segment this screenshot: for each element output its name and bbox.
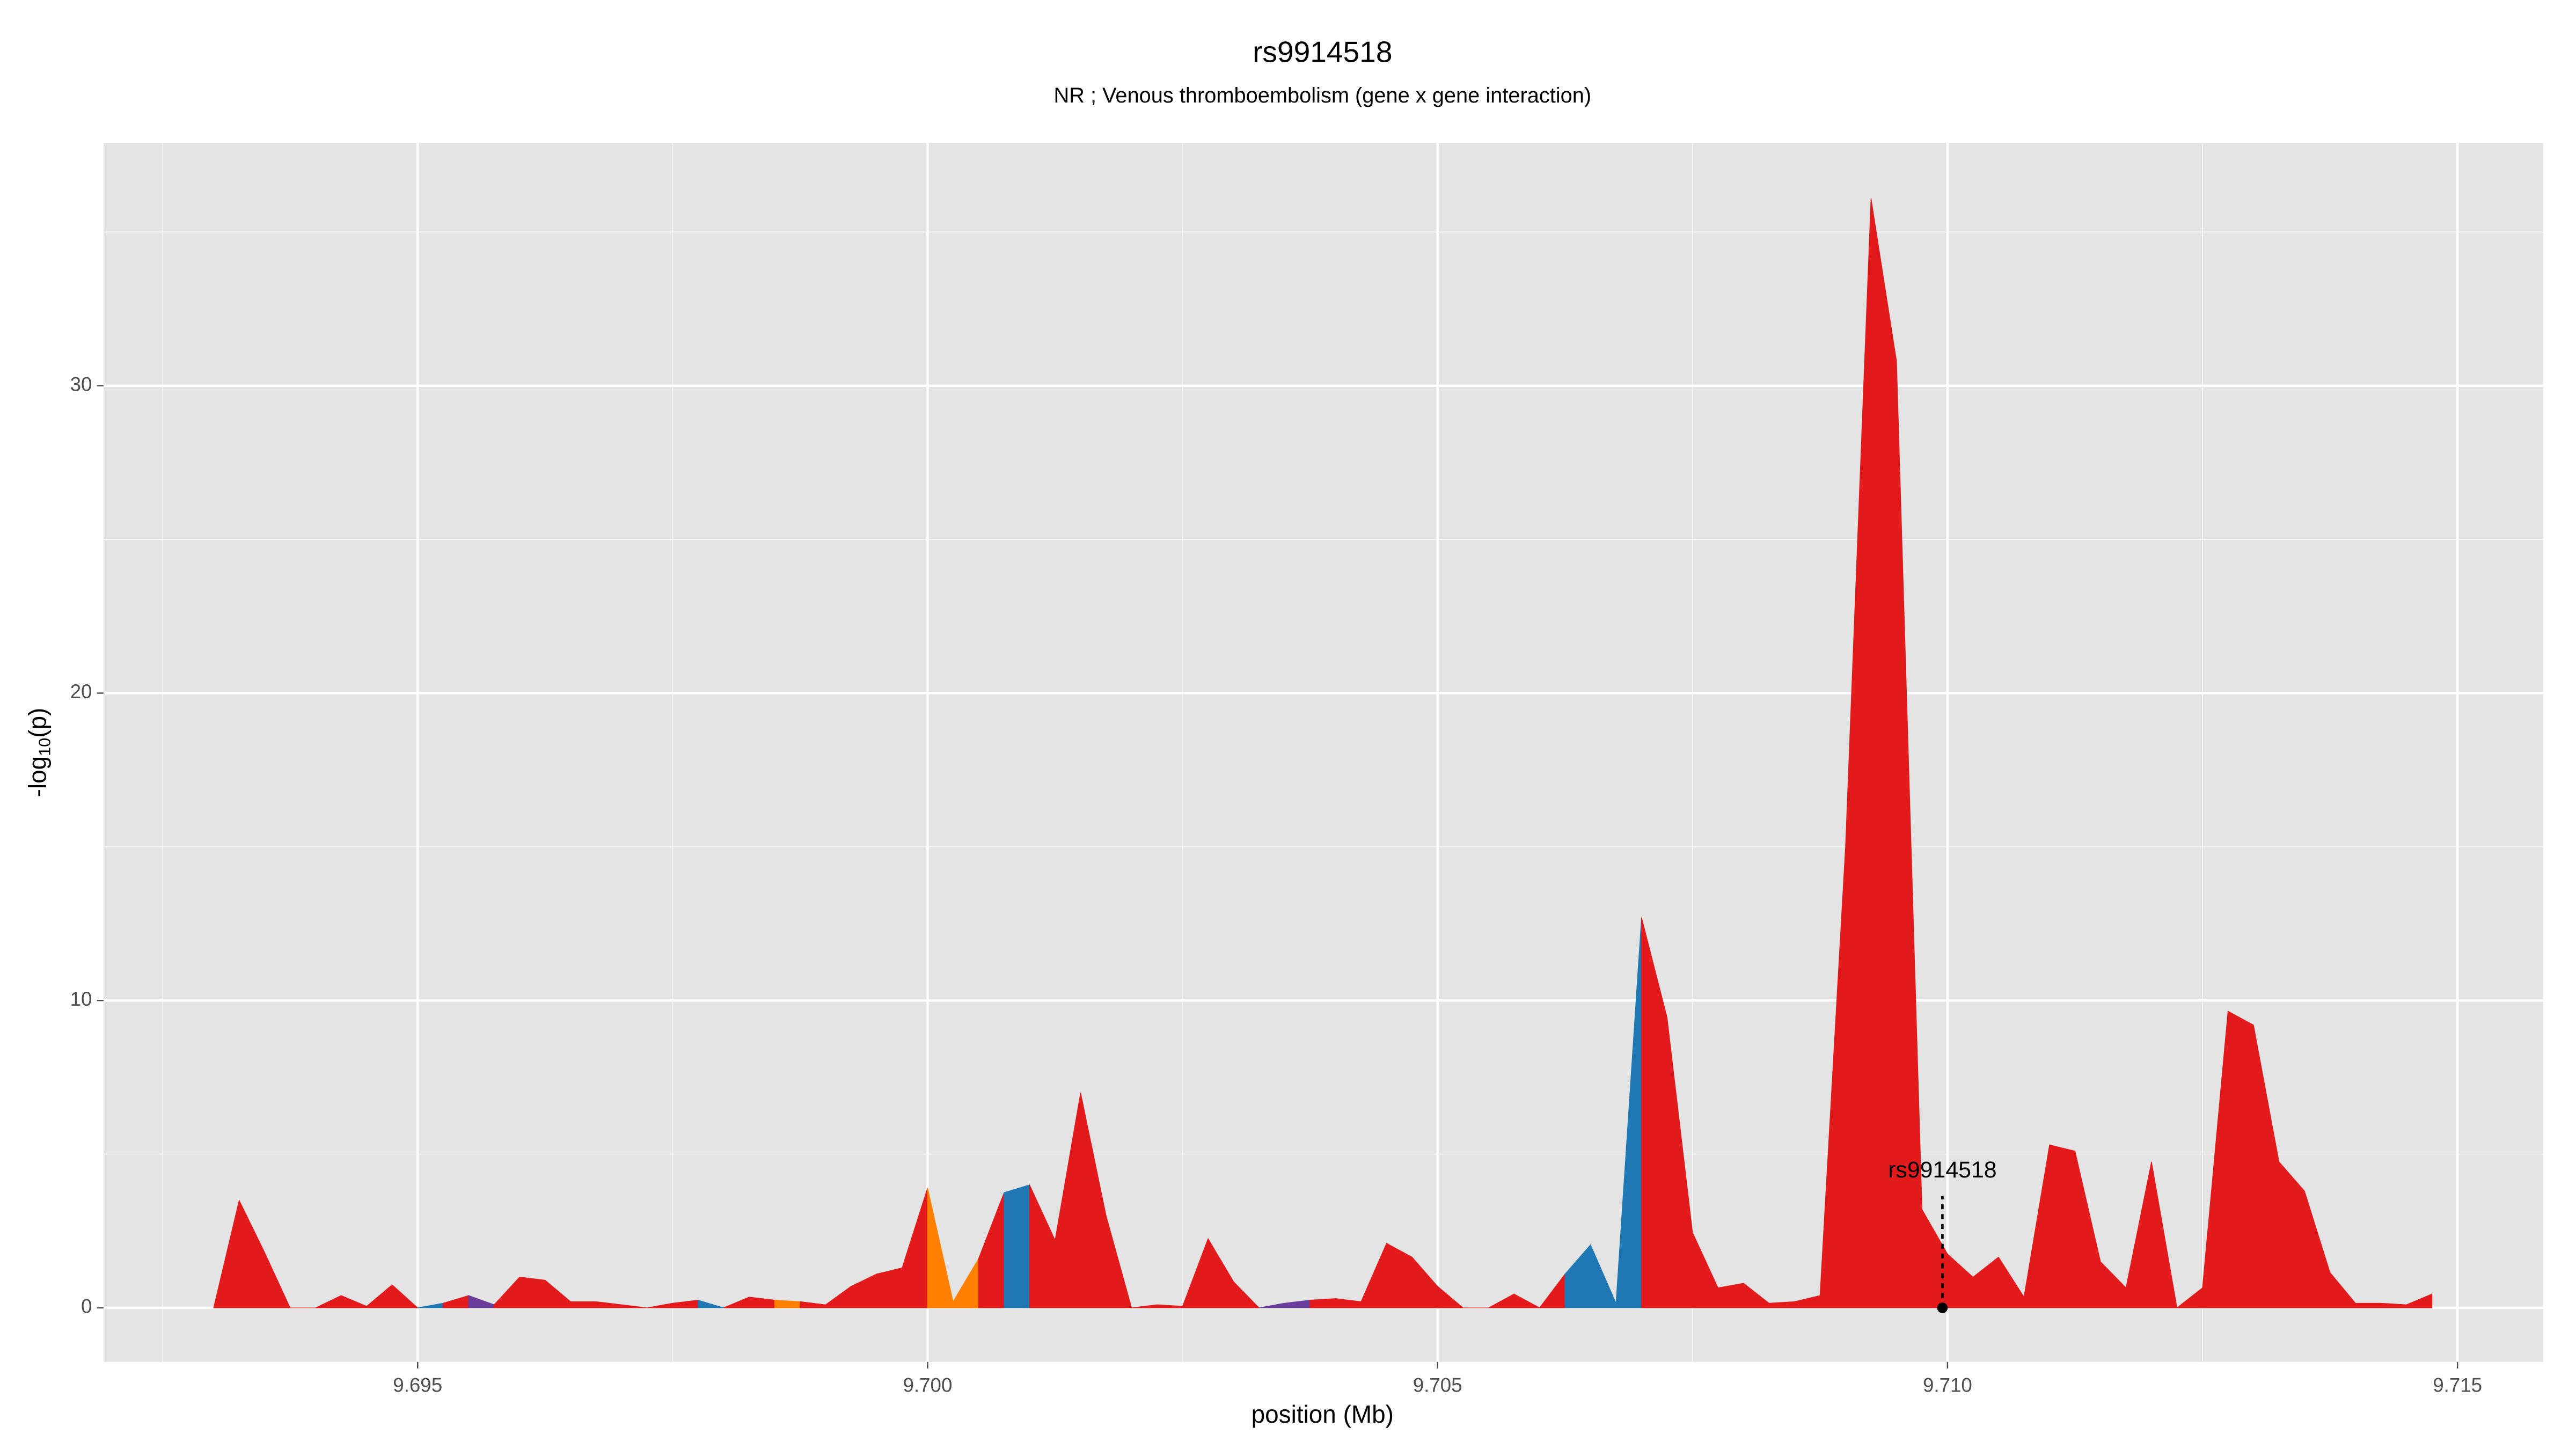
y-label-part: -log — [24, 756, 52, 797]
area-segment — [1029, 1092, 1260, 1308]
x-tick-label: 9.705 — [1413, 1374, 1462, 1396]
y-label-part: (p) — [24, 708, 52, 738]
area-segment — [1641, 198, 2433, 1309]
y-tick-label: 30 — [70, 373, 92, 395]
x-tick-label: 9.700 — [903, 1374, 952, 1396]
area-segment — [698, 1299, 724, 1308]
x-tick-label: 9.715 — [2433, 1374, 2482, 1396]
y-tick-label: 20 — [70, 680, 92, 702]
y-tick-label: 10 — [70, 988, 92, 1010]
area-segment — [1004, 1184, 1030, 1308]
area-segment — [774, 1299, 801, 1308]
area-segment — [927, 1188, 979, 1308]
plot-background — [103, 143, 2543, 1362]
area-segment — [213, 1199, 419, 1308]
chart-subtitle: NR ; Venous thromboembolism (gene x gene… — [1053, 84, 1591, 107]
y-axis-label: -log10(p) — [24, 708, 54, 797]
y-label-subscript: 10 — [36, 738, 54, 756]
chart-title: rs9914518 — [1253, 35, 1392, 69]
x-axis-label: position (Mb) — [1252, 1400, 1394, 1428]
x-tick-label: 9.710 — [1923, 1374, 1972, 1396]
x-tick-label: 9.695 — [393, 1374, 442, 1396]
annotation-label: rs9914518 — [1888, 1157, 1996, 1183]
area-segment — [1309, 1242, 1565, 1308]
annotation-point — [1937, 1302, 1948, 1313]
y-tick-label: 0 — [81, 1296, 92, 1318]
